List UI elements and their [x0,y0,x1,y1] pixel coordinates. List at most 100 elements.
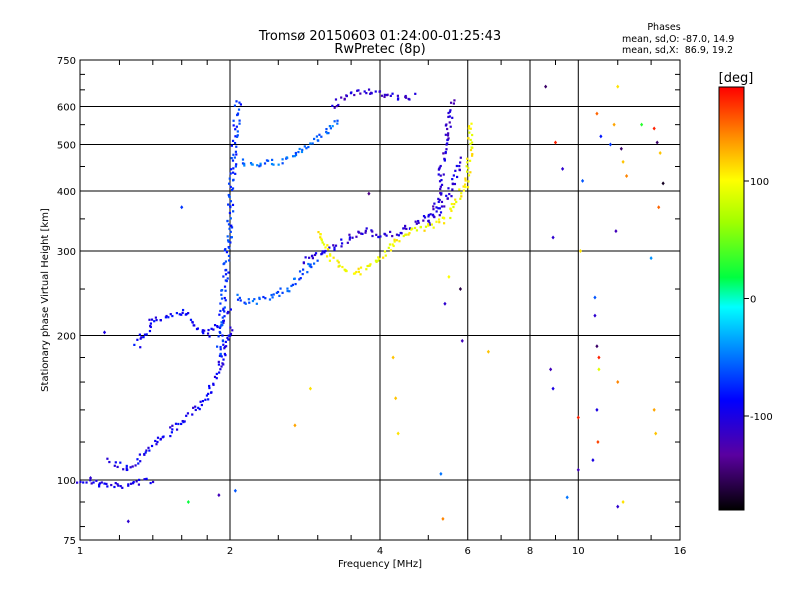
data-point [385,234,388,237]
data-point [258,296,261,299]
data-point [227,203,230,206]
data-point [340,238,343,241]
data-point [268,298,272,301]
data-point [291,155,295,158]
data-point [175,428,179,431]
data-point [138,453,141,456]
data-point [106,485,109,488]
data-point [321,241,324,244]
data-point [106,457,109,460]
data-point [655,140,659,145]
stats-line-x: mean, sd,X: 86.9, 19.2 [622,45,733,56]
data-point [171,424,174,427]
data-point [443,205,446,208]
data-point [220,355,223,358]
data-point [469,171,472,174]
data-point [103,482,106,485]
data-point [202,332,205,335]
data-point [230,236,233,239]
data-point [88,475,93,480]
data-point [320,135,323,138]
data-point [464,179,467,182]
data-point [383,93,386,96]
data-point [129,466,132,469]
data-point [215,377,218,380]
data-point [371,234,374,238]
data-point [359,92,362,95]
data-point [448,110,452,113]
data-point [469,142,472,145]
data-point [248,301,251,304]
x-tick-labels: 1 2 4 6 8 10 16 [77,546,687,557]
data-point [219,354,222,357]
data-point [576,467,580,472]
data-point [378,90,381,93]
data-point [249,161,253,165]
data-point [449,125,452,128]
x-tick-label: 6 [465,546,471,557]
data-point [453,202,456,206]
data-point [218,313,221,316]
data-point [447,132,450,135]
data-point [377,256,380,259]
data-point [162,435,165,438]
data-point [455,175,459,179]
data-point [593,295,597,300]
data-point [219,309,222,313]
data-point [293,277,296,280]
data-point [428,221,431,225]
data-point [195,327,199,331]
data-point [466,161,469,164]
data-point [180,422,183,426]
data-point [348,236,352,239]
data-point [136,338,139,341]
data-point [452,205,455,209]
data-point [468,131,471,134]
data-point [219,325,222,328]
data-point [359,266,363,269]
data-point [224,299,227,302]
data-point [145,449,148,452]
data-point [417,219,420,223]
data-point [440,205,444,208]
data-point [580,178,585,183]
data-point [226,235,229,238]
data-point [450,209,453,212]
data-point [333,246,336,249]
data-point [233,156,236,159]
data-point [222,358,225,361]
data-point [470,122,473,125]
data-point [452,102,455,105]
data-point [230,226,234,229]
data-point [325,130,328,134]
data-point [315,135,319,138]
data-point [227,223,231,226]
data-point [194,405,197,408]
data-point [335,104,338,108]
data-point [464,177,467,180]
data-point [433,215,436,219]
data-point [207,392,210,395]
data-point [451,178,454,181]
data-point [442,222,446,225]
data-point [191,413,194,416]
data-points [76,84,665,524]
data-point [454,169,457,172]
y-tick-label: 400 [57,187,76,198]
colorbar-label: [deg] [719,71,754,86]
data-point [460,338,464,343]
data-point [424,225,428,228]
data-point [469,148,473,152]
data-point [169,313,172,316]
data-point [298,278,301,281]
data-point [300,150,304,154]
data-point [116,465,119,469]
y-tick-label: 200 [57,332,76,343]
data-point [219,345,222,349]
data-point [313,253,317,257]
data-point [596,440,600,445]
data-point [462,185,465,188]
data-point [450,202,453,206]
data-point [308,264,311,267]
data-point [365,268,368,271]
